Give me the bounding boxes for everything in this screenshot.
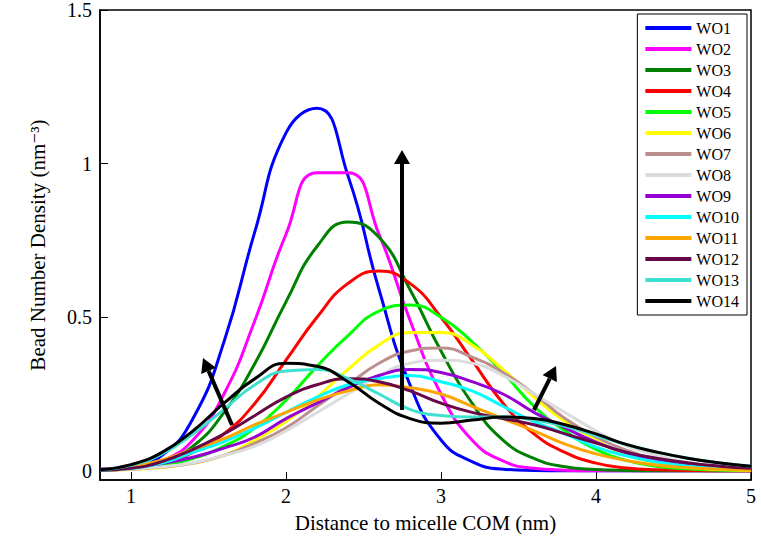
svg-text:Distance to micelle COM (nm): Distance to micelle COM (nm): [295, 511, 556, 535]
svg-text:WO14: WO14: [696, 293, 739, 310]
svg-text:WO1: WO1: [696, 20, 731, 37]
svg-text:Bead Number Density (nm⁻³): Bead Number Density (nm⁻³): [26, 119, 50, 370]
svg-text:0: 0: [82, 460, 92, 482]
svg-text:WO10: WO10: [696, 209, 739, 226]
svg-text:WO7: WO7: [696, 146, 731, 163]
svg-text:2: 2: [281, 485, 291, 507]
svg-text:WO13: WO13: [696, 272, 739, 289]
svg-text:WO9: WO9: [696, 188, 731, 205]
svg-text:WO11: WO11: [696, 230, 738, 247]
svg-text:4: 4: [591, 485, 601, 507]
svg-text:WO5: WO5: [696, 104, 731, 121]
svg-text:5: 5: [746, 485, 756, 507]
svg-text:0.5: 0.5: [67, 306, 92, 328]
svg-text:WO12: WO12: [696, 251, 739, 268]
svg-text:1: 1: [126, 485, 136, 507]
svg-text:WO3: WO3: [696, 62, 731, 79]
svg-text:WO4: WO4: [696, 83, 731, 100]
svg-text:WO2: WO2: [696, 41, 731, 58]
svg-text:3: 3: [436, 485, 446, 507]
svg-text:1: 1: [82, 153, 92, 175]
svg-text:1.5: 1.5: [67, 0, 92, 21]
svg-text:WO8: WO8: [696, 167, 731, 184]
svg-text:WO6: WO6: [696, 125, 731, 142]
